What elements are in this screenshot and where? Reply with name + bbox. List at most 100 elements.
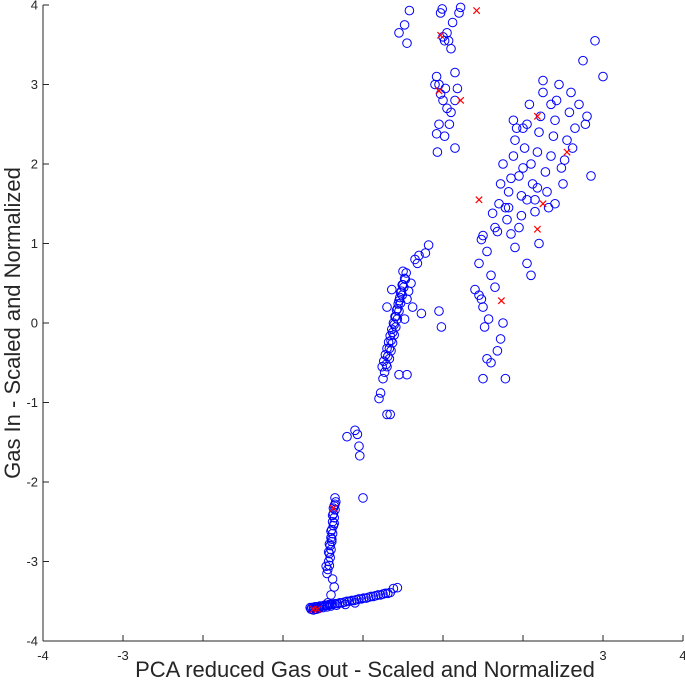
data-point [450,67,460,78]
data-point [483,314,494,324]
data-point [387,284,397,295]
data-point [327,534,337,545]
data-point [402,369,412,380]
cross-stroke [472,6,481,15]
data-point [514,222,524,233]
data-point [322,568,332,579]
data-point [326,590,336,600]
data-point [406,278,416,289]
data-point [324,539,335,549]
data-point [514,171,524,181]
data-point [435,8,446,18]
data-point [325,552,336,563]
data-point [388,583,399,594]
data-point [538,75,548,86]
data-point [511,123,522,134]
data-point [407,302,418,312]
data-point [526,159,536,169]
data-point [330,499,340,510]
tick-labels: -4 -3 3 4 -4 -3 -2 -1 0 1 2 3 4 [26,0,685,663]
data-point [437,4,448,14]
data-point [542,187,552,197]
data-point [404,5,415,16]
data-point [526,270,536,281]
y-tick-label: -2 [26,475,38,490]
data-point [326,526,336,537]
cross-stroke [533,112,542,120]
data-point [534,238,544,249]
y-tick-label: -3 [26,554,38,569]
data-point [432,147,443,157]
data-point [321,561,332,572]
data-point [574,99,584,110]
data-point [330,493,340,503]
cross-stroke [435,87,443,95]
cross-stroke [563,148,571,156]
data-point [498,318,508,328]
data-point [506,229,516,239]
data-point [478,302,488,312]
data-point-cross [533,225,542,233]
data-point [503,202,514,213]
cross-stroke [329,504,338,512]
data-point [327,536,337,547]
y-tick-label: 4 [31,0,38,13]
data-point [492,226,503,237]
data-point [550,115,560,126]
data-point [590,35,600,46]
data-point [567,143,578,153]
data-point [519,143,530,153]
data-points [305,2,608,615]
data-point [392,582,403,593]
data-point [373,590,384,600]
data-point [323,556,334,567]
data-point [558,179,568,189]
data-point [342,431,352,442]
y-tick-label: 2 [31,157,38,172]
cross-stroke [313,605,322,613]
data-point [476,234,487,245]
data-point [452,83,463,94]
data-point-cross [472,6,481,15]
data-point [454,8,464,18]
data-point [522,258,532,269]
cross-stroke [456,96,465,105]
cross-stroke [475,196,483,204]
data-point [570,123,580,134]
data-point [335,598,345,608]
data-point [359,593,369,603]
data-point [394,28,404,38]
y-tick-label: 0 [31,316,38,331]
data-point [329,512,340,523]
data-point [487,208,498,219]
data-point [383,337,394,347]
cross-stroke [533,225,542,233]
data-point [423,240,434,250]
data-point [439,131,450,141]
data-point [447,17,458,28]
data-point [326,532,336,543]
data-point [374,393,384,404]
data-point [329,518,340,529]
data-point [450,95,460,106]
data-point [474,258,484,269]
data-point-cross [313,605,322,613]
data-point [382,302,392,312]
cross-stroke [539,200,547,208]
data-point [502,214,512,225]
data-point-cross [329,504,338,512]
data-point [399,20,410,30]
data-point-cross [475,196,483,204]
data-point [434,119,444,130]
data-point [518,123,528,134]
data-point [510,135,520,145]
data-point [482,246,492,257]
data-point [434,306,444,316]
data-point [498,159,508,169]
data-point [510,242,520,253]
data-point [532,183,543,193]
data-point [311,604,322,615]
data-point [500,373,511,384]
data-point [566,87,576,98]
